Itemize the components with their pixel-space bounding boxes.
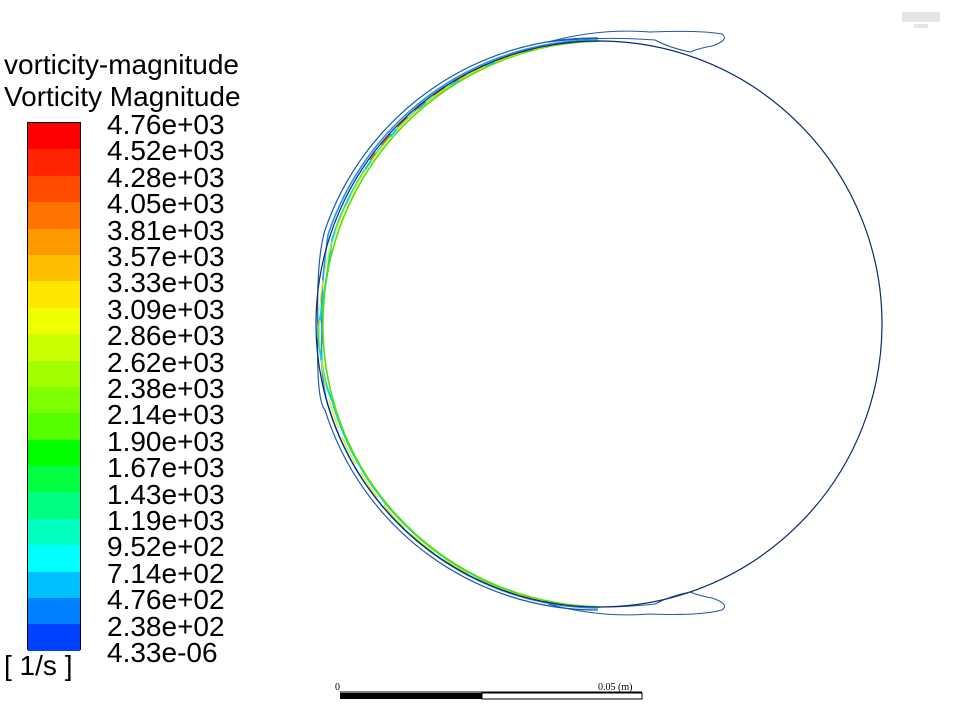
ansys-logo-icon [902, 12, 940, 28]
legend-title-quantity: Vorticity Magnitude [4, 81, 241, 112]
colorbar-tick-label: 2.62e+03 [107, 346, 225, 378]
colorbar-tick-label: 2.38e+02 [107, 610, 225, 642]
colorbar-tick-label: 4.28e+03 [107, 161, 225, 193]
colorbar-tick-label: 4.33e-06 [107, 637, 218, 668]
legend-title-field: vorticity-magnitude [4, 49, 239, 80]
wake-contour-bottom [547, 591, 725, 616]
vorticity-contour-cyan [316, 40, 599, 608]
scale-bar [340, 691, 643, 700]
colorbar-segment [28, 254, 80, 282]
colorbar-tick-label: 4.76e+03 [107, 109, 225, 140]
vorticity-contour-green [322, 40, 601, 608]
colorbar-segment [28, 123, 80, 150]
colorbar-tick-label: 2.86e+03 [107, 320, 225, 352]
colorbar-segment [28, 439, 80, 467]
colorbar-segment [28, 518, 80, 546]
colorbar-tick-label: 4.52e+03 [107, 135, 225, 167]
colorbar-tick-label: 2.14e+03 [107, 399, 225, 431]
colorbar-segment [28, 281, 80, 308]
wake-contour-top [547, 30, 725, 53]
colorbar-tick-label: 3.81e+03 [107, 214, 225, 246]
colorbar [27, 122, 81, 651]
colorbar-tick-label: 3.57e+03 [107, 241, 225, 272]
colorbar-tick-label: 1.19e+03 [107, 505, 225, 536]
colorbar-segment [28, 466, 80, 493]
colorbar-segment [28, 386, 80, 414]
colorbar-segment [28, 545, 80, 572]
colorbar-tick-label: 3.33e+03 [107, 267, 225, 299]
colorbar-segment [28, 175, 80, 203]
colorbar-tick-label: 1.90e+03 [107, 425, 225, 457]
colorbar-segment [28, 228, 80, 255]
colorbar-tick-label: 1.43e+03 [107, 478, 225, 510]
colorbar-segment [28, 360, 80, 387]
colorbar-segment [28, 624, 80, 651]
colorbar-segment [28, 334, 80, 361]
colorbar-tick-label: 2.38e+03 [107, 373, 225, 404]
colorbar-tick-label: 7.14e+02 [107, 557, 225, 589]
legend-unit: [ 1/s ] [4, 650, 73, 681]
vorticity-contour-outer [317, 37, 599, 611]
colorbar-tick-label: 1.67e+03 [107, 452, 225, 484]
colorbar-segment [28, 149, 80, 176]
scale-bar-start-label: 0 [335, 682, 340, 693]
vorticity-contour-blue [320, 39, 599, 609]
vorticity-contour-yellow [318, 40, 603, 608]
colorbar-segment [28, 571, 80, 599]
colorbar-segment [28, 307, 80, 335]
colorbar-tick-label: 4.05e+03 [107, 188, 225, 220]
scale-bar-end-label: 0.05 (m) [598, 682, 633, 693]
colorbar-segment [28, 598, 80, 625]
colorbar-tick-label: 9.52e+02 [107, 531, 225, 563]
colorbar-tick-label: 4.76e+02 [107, 584, 225, 616]
colorbar-tick-label: 3.09e+03 [107, 293, 225, 325]
colorbar-segment [28, 413, 80, 440]
colorbar-segment [28, 492, 80, 519]
cylinder-wall [315, 40, 883, 608]
colorbar-segment [28, 202, 80, 229]
vorticity-contour-red [369, 40, 605, 608]
